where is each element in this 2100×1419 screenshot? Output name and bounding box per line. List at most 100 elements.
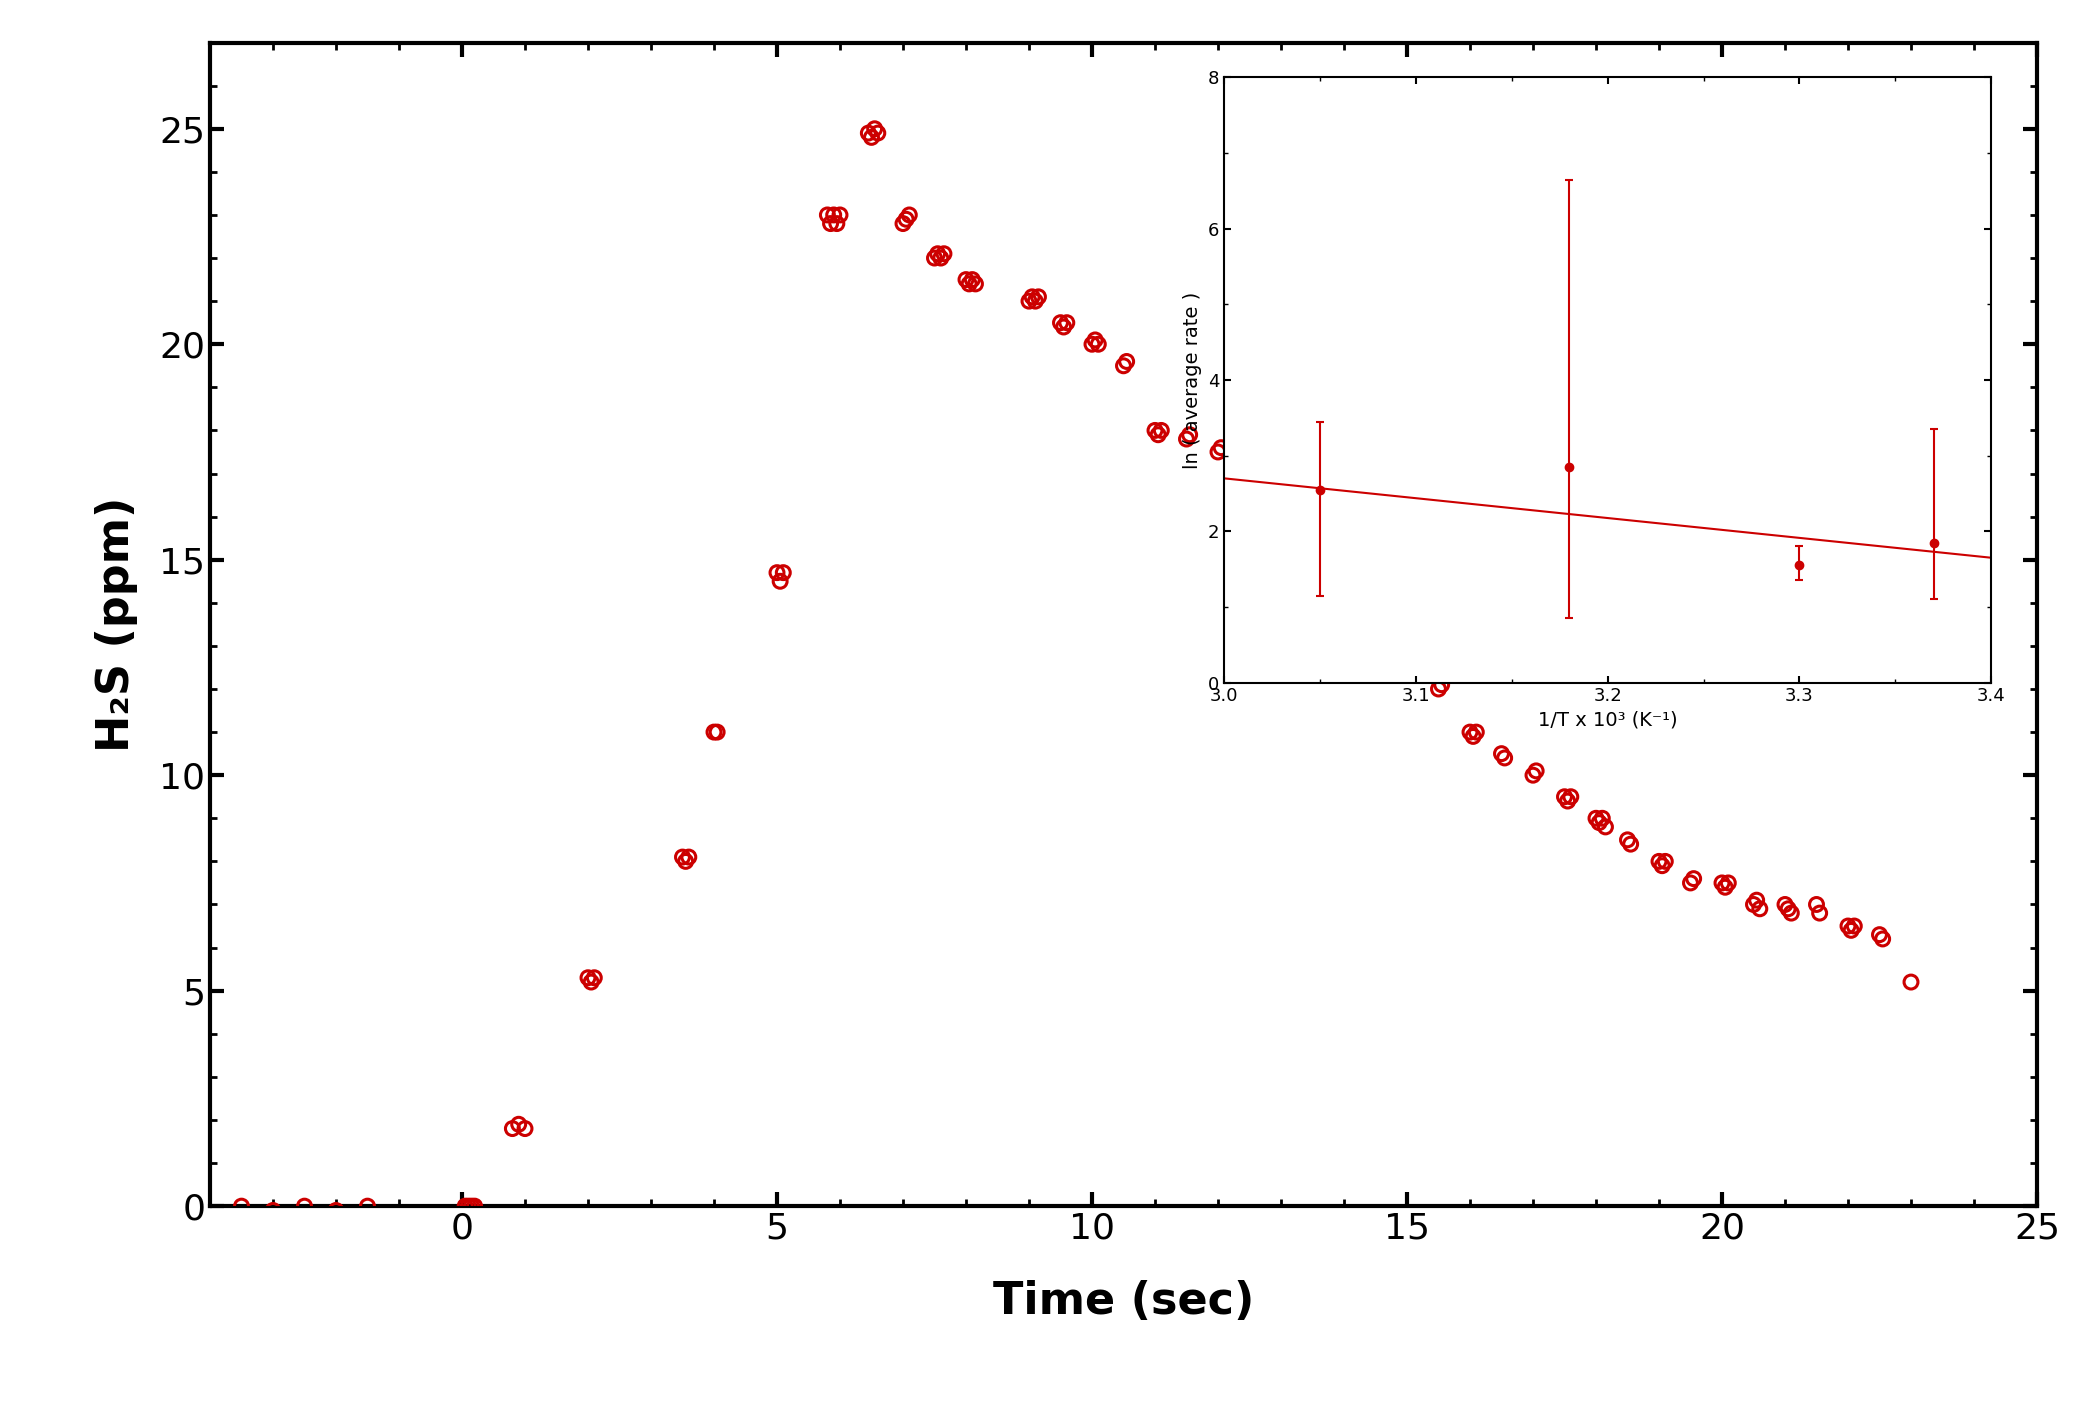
Point bbox=[928, 243, 962, 265]
Point bbox=[1520, 759, 1554, 782]
Point bbox=[892, 203, 926, 226]
Point bbox=[502, 1112, 536, 1135]
Point bbox=[1712, 871, 1745, 894]
Point bbox=[956, 268, 989, 291]
Point bbox=[819, 213, 853, 236]
Point bbox=[1737, 893, 1770, 915]
Point bbox=[1018, 289, 1052, 312]
Point bbox=[1894, 971, 1928, 993]
Point bbox=[1709, 876, 1743, 898]
Point bbox=[1579, 807, 1613, 830]
Point bbox=[1048, 315, 1082, 338]
Point bbox=[1642, 850, 1676, 873]
Point bbox=[1554, 785, 1588, 807]
Point bbox=[454, 1195, 487, 1218]
Point bbox=[953, 272, 987, 295]
Point bbox=[958, 272, 993, 295]
Point bbox=[1075, 333, 1109, 356]
Point bbox=[1363, 639, 1397, 661]
Point bbox=[1867, 928, 1901, 951]
Point bbox=[1273, 526, 1306, 549]
Point bbox=[1615, 833, 1649, 856]
Point bbox=[817, 203, 850, 226]
Point bbox=[1802, 901, 1835, 924]
Point bbox=[764, 570, 798, 593]
Point bbox=[813, 213, 846, 236]
Point bbox=[1264, 531, 1298, 553]
Point bbox=[1201, 441, 1235, 464]
Point bbox=[319, 1199, 353, 1222]
Point bbox=[1424, 674, 1457, 697]
Point bbox=[573, 971, 609, 993]
Point bbox=[1144, 419, 1178, 441]
Point bbox=[1453, 721, 1487, 744]
Point bbox=[1548, 785, 1581, 807]
Point bbox=[1298, 543, 1334, 566]
Point bbox=[760, 562, 794, 585]
Point bbox=[1021, 285, 1054, 308]
Point bbox=[1044, 311, 1077, 333]
Point bbox=[1138, 419, 1172, 441]
Point bbox=[1394, 643, 1428, 666]
Point bbox=[1838, 915, 1871, 938]
Point bbox=[1399, 639, 1432, 661]
Point bbox=[1743, 897, 1777, 920]
Point bbox=[920, 243, 953, 265]
Point bbox=[1648, 850, 1682, 873]
Point bbox=[924, 247, 958, 270]
Point bbox=[1676, 867, 1709, 890]
Point bbox=[1835, 920, 1869, 942]
Point bbox=[508, 1117, 542, 1139]
Point bbox=[1800, 893, 1833, 915]
Point bbox=[458, 1195, 491, 1218]
Point bbox=[1012, 289, 1046, 312]
Point bbox=[1396, 634, 1430, 657]
Y-axis label: H₂S (ppm): H₂S (ppm) bbox=[94, 497, 139, 752]
Point bbox=[857, 118, 890, 140]
Point bbox=[1331, 630, 1365, 653]
Point bbox=[1050, 311, 1084, 333]
Point bbox=[1831, 915, 1865, 938]
Point bbox=[225, 1195, 258, 1218]
Point bbox=[496, 1117, 529, 1139]
Point bbox=[1365, 634, 1399, 657]
Point bbox=[1646, 854, 1680, 877]
Point bbox=[351, 1195, 384, 1218]
Point bbox=[1772, 897, 1806, 920]
Point bbox=[1296, 548, 1329, 570]
Point bbox=[1768, 893, 1802, 915]
Point bbox=[699, 721, 735, 744]
Point bbox=[1302, 548, 1336, 570]
Point bbox=[823, 203, 857, 226]
Point bbox=[1390, 634, 1424, 657]
Point bbox=[1268, 526, 1302, 549]
Point bbox=[1111, 350, 1145, 373]
Point bbox=[1550, 790, 1586, 813]
Point bbox=[861, 122, 895, 145]
Point bbox=[1172, 423, 1205, 446]
Point bbox=[1739, 888, 1772, 911]
Point bbox=[666, 846, 699, 868]
Point bbox=[1487, 746, 1520, 769]
Point bbox=[1705, 871, 1739, 894]
Point bbox=[1235, 446, 1268, 468]
Point bbox=[1327, 634, 1361, 657]
Point bbox=[1588, 816, 1621, 839]
Point bbox=[578, 966, 611, 989]
Point bbox=[1142, 423, 1176, 446]
Point bbox=[1079, 329, 1113, 352]
Point bbox=[256, 1199, 290, 1222]
Point bbox=[853, 122, 886, 145]
Point bbox=[1583, 812, 1617, 834]
Point bbox=[1233, 441, 1266, 464]
Point bbox=[672, 846, 706, 868]
Point bbox=[811, 203, 844, 226]
X-axis label: Time (sec): Time (sec) bbox=[993, 1280, 1254, 1323]
Point bbox=[1460, 721, 1493, 744]
Point bbox=[918, 247, 951, 270]
Point bbox=[1863, 924, 1896, 946]
Point bbox=[1422, 678, 1455, 701]
Point bbox=[1457, 725, 1491, 748]
Point bbox=[1082, 333, 1115, 356]
Point bbox=[1107, 355, 1140, 377]
